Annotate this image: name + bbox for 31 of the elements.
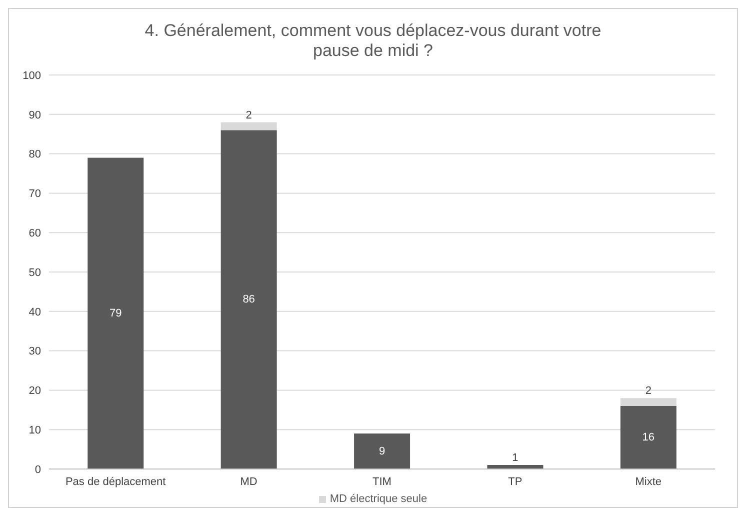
data-label: 2 <box>645 385 652 398</box>
legend-label: MD électrique seule <box>330 493 428 505</box>
bar <box>620 406 676 469</box>
y-tick-label: 90 <box>28 109 41 122</box>
y-tick-label: 70 <box>28 188 41 200</box>
y-tick-label: 40 <box>28 306 41 318</box>
data-label: 2 <box>246 109 252 122</box>
y-tick-label: 10 <box>28 424 41 437</box>
x-tick-label: MD <box>240 476 258 488</box>
bar <box>354 434 410 469</box>
data-label: 9 <box>378 445 386 458</box>
x-tick-label: TIM <box>372 476 392 488</box>
data-label: 1 <box>512 452 518 464</box>
bar <box>220 130 277 469</box>
y-tick-label: 100 <box>22 70 41 82</box>
data-label: 16 <box>642 431 655 444</box>
y-tick-label: 0 <box>34 464 41 476</box>
data-label: 79 <box>110 307 122 320</box>
bar <box>88 158 144 469</box>
y-tick-label: 60 <box>28 228 41 240</box>
bar <box>620 398 676 406</box>
data-label: 86 <box>242 294 255 306</box>
chart-title: 4. Généralement, comment vous déplacez-vous durant votre pause de midi ? <box>144 21 602 61</box>
bar <box>220 122 277 130</box>
x-tick-label: Pas de déplacement <box>65 476 166 488</box>
x-tick-label: Mixte <box>635 476 662 488</box>
x-tick-label: TP <box>508 476 522 488</box>
y-tick-label: 30 <box>28 346 41 358</box>
y-tick-label: 80 <box>28 148 41 161</box>
y-tick-label: 20 <box>28 385 41 398</box>
y-tick-label: 50 <box>28 266 41 279</box>
